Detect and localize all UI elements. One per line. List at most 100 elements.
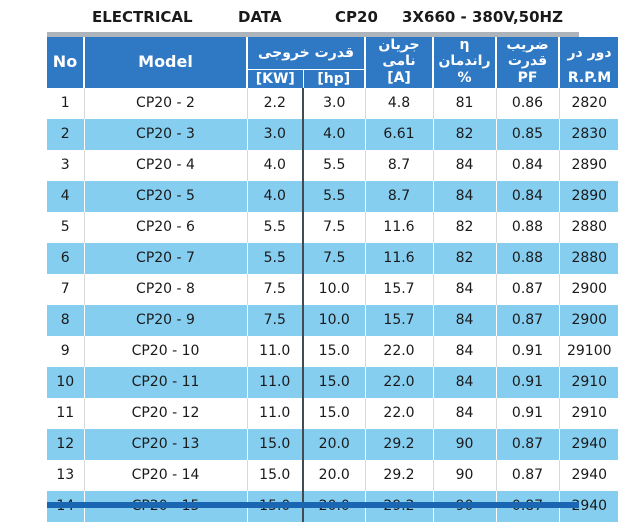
header-efficiency: η راندمان bbox=[433, 37, 498, 69]
electrical-data-table: No Model قدرت خروجی جریان نامی η راندمان… bbox=[47, 37, 618, 522]
cell-current: 22.0 bbox=[365, 366, 434, 398]
cell-kw: 5.5 bbox=[247, 211, 304, 243]
header-hp: [hp] bbox=[303, 69, 367, 88]
cell-no: 4 bbox=[47, 180, 85, 212]
header-rated-current: جریان نامی bbox=[365, 37, 435, 69]
cell-model: CP20 - 14 bbox=[84, 459, 248, 491]
cell-rpm: 2900 bbox=[559, 273, 618, 305]
cell-efficiency: 82 bbox=[433, 211, 497, 243]
cell-efficiency: 90 bbox=[433, 428, 497, 460]
cell-current: 8.7 bbox=[365, 149, 434, 181]
cell-model: CP20 - 6 bbox=[84, 211, 248, 243]
cell-rpm: 2830 bbox=[559, 118, 618, 150]
cell-kw: 7.5 bbox=[247, 304, 304, 336]
table-row: 6 CP20 - 7 5.5 7.5 11.6 82 0.88 2880 bbox=[47, 242, 618, 274]
cell-no: 11 bbox=[47, 397, 85, 429]
cell-current: 15.7 bbox=[365, 304, 434, 336]
cell-power-factor: 0.86 bbox=[496, 87, 560, 119]
cell-rpm: 2890 bbox=[559, 149, 618, 181]
cell-hp: 15.0 bbox=[303, 397, 366, 429]
cell-rpm: 2880 bbox=[559, 211, 618, 243]
cell-current: 4.8 bbox=[365, 87, 434, 119]
cell-model: CP20 - 13 bbox=[84, 428, 248, 460]
cell-kw: 2.2 bbox=[247, 87, 304, 119]
cell-rpm: 2940 bbox=[559, 428, 618, 460]
cell-no: 1 bbox=[47, 87, 85, 119]
cell-current: 8.7 bbox=[365, 180, 434, 212]
cell-model: CP20 - 9 bbox=[84, 304, 248, 336]
cell-no: 10 bbox=[47, 366, 85, 398]
cell-efficiency: 90 bbox=[433, 459, 497, 491]
cell-kw: 7.5 bbox=[247, 273, 304, 305]
cell-model: CP20 - 12 bbox=[84, 397, 248, 429]
cell-efficiency: 84 bbox=[433, 273, 497, 305]
cell-current: 22.0 bbox=[365, 397, 434, 429]
cell-current: 29.2 bbox=[365, 459, 434, 491]
title-electrical: ELECTRICAL bbox=[92, 8, 193, 26]
table-row: 1 CP20 - 2 2.2 3.0 4.8 81 0.86 2820 bbox=[47, 87, 618, 119]
cell-model: CP20 - 7 bbox=[84, 242, 248, 274]
cell-model: CP20 - 5 bbox=[84, 180, 248, 212]
table-row: 9 CP20 - 10 11.0 15.0 22.0 84 0.91 29100 bbox=[47, 335, 618, 367]
cell-power-factor: 0.84 bbox=[496, 180, 560, 212]
table-row: 2 CP20 - 3 3.0 4.0 6.61 82 0.85 2830 bbox=[47, 118, 618, 150]
cell-current: 15.7 bbox=[365, 273, 434, 305]
table-row: 11 CP20 - 12 11.0 15.0 22.0 84 0.91 2910 bbox=[47, 397, 618, 429]
cell-kw: 4.0 bbox=[247, 180, 304, 212]
cell-no: 6 bbox=[47, 242, 85, 274]
cell-hp: 3.0 bbox=[303, 87, 366, 119]
cell-kw: 5.5 bbox=[247, 242, 304, 274]
cell-power-factor: 0.87 bbox=[496, 459, 560, 491]
cell-power-factor: 0.87 bbox=[496, 304, 560, 336]
cell-kw: 15.0 bbox=[247, 428, 304, 460]
cell-no: 2 bbox=[47, 118, 85, 150]
cell-rpm: 2910 bbox=[559, 397, 618, 429]
cell-model: CP20 - 3 bbox=[84, 118, 248, 150]
cell-hp: 5.5 bbox=[303, 149, 366, 181]
table-row: 4 CP20 - 5 4.0 5.5 8.7 84 0.84 2890 bbox=[47, 180, 618, 212]
cell-kw: 15.0 bbox=[247, 459, 304, 491]
cell-efficiency: 81 bbox=[433, 87, 497, 119]
cell-power-factor: 0.88 bbox=[496, 242, 560, 274]
table-row: 12 CP20 - 13 15.0 20.0 29.2 90 0.87 2940 bbox=[47, 428, 618, 460]
header-model: Model bbox=[84, 37, 248, 88]
cell-current: 29.2 bbox=[365, 428, 434, 460]
cell-hp: 15.0 bbox=[303, 366, 366, 398]
table-row: 7 CP20 - 8 7.5 10.0 15.7 84 0.87 2900 bbox=[47, 273, 618, 305]
cell-hp: 15.0 bbox=[303, 335, 366, 367]
cell-rpm: 2910 bbox=[559, 366, 618, 398]
cell-current: 11.6 bbox=[365, 211, 434, 243]
cell-rpm: 2890 bbox=[559, 180, 618, 212]
cell-current: 11.6 bbox=[365, 242, 434, 274]
cell-model: CP20 - 11 bbox=[84, 366, 248, 398]
cell-no: 13 bbox=[47, 459, 85, 491]
cell-rpm: 2820 bbox=[559, 87, 618, 119]
cell-power-factor: 0.85 bbox=[496, 118, 560, 150]
cell-kw: 11.0 bbox=[247, 335, 304, 367]
cell-efficiency: 84 bbox=[433, 366, 497, 398]
cell-no: 5 bbox=[47, 211, 85, 243]
header-efficiency-unit: % bbox=[433, 69, 498, 88]
cell-power-factor: 0.91 bbox=[496, 366, 560, 398]
cell-hp: 20.0 bbox=[303, 459, 366, 491]
cell-current: 6.61 bbox=[365, 118, 434, 150]
cell-rpm: 2900 bbox=[559, 304, 618, 336]
cell-kw: 3.0 bbox=[247, 118, 304, 150]
table-row: 5 CP20 - 6 5.5 7.5 11.6 82 0.88 2880 bbox=[47, 211, 618, 243]
table-row: 13 CP20 - 14 15.0 20.0 29.2 90 0.87 2940 bbox=[47, 459, 618, 491]
header-output-power: قدرت خروجی bbox=[247, 37, 367, 70]
cell-kw: 11.0 bbox=[247, 366, 304, 398]
table-header: No Model قدرت خروجی جریان نامی η راندمان… bbox=[47, 37, 618, 88]
cell-hp: 20.0 bbox=[303, 428, 366, 460]
cell-efficiency: 84 bbox=[433, 180, 497, 212]
cell-no: 9 bbox=[47, 335, 85, 367]
table-top-rule bbox=[47, 32, 579, 37]
cell-no: 7 bbox=[47, 273, 85, 305]
cell-no: 12 bbox=[47, 428, 85, 460]
cell-model: CP20 - 8 bbox=[84, 273, 248, 305]
cell-power-factor: 0.91 bbox=[496, 397, 560, 429]
cell-power-factor: 0.88 bbox=[496, 211, 560, 243]
cell-hp: 10.0 bbox=[303, 273, 366, 305]
cell-power-factor: 0.91 bbox=[496, 335, 560, 367]
cell-power-factor: 0.87 bbox=[496, 428, 560, 460]
